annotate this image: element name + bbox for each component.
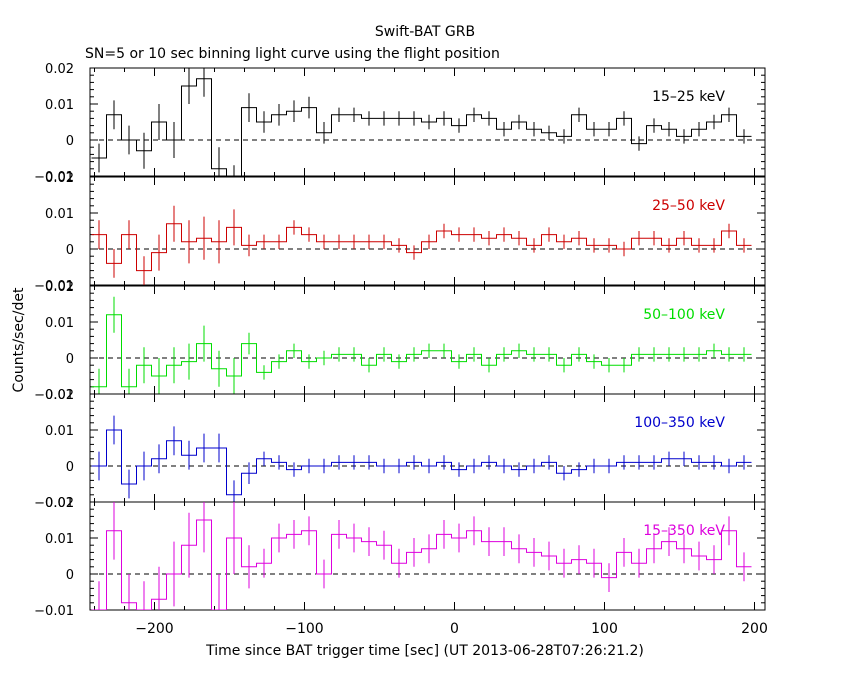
y-tick-label: 0 [66, 460, 74, 475]
series-step-line [91, 519, 752, 610]
series-label: 25–50 keV [652, 198, 725, 214]
chart-subtitle: SN=5 or 10 sec binning light curve using… [85, 46, 500, 62]
y-tick-label: 0.02 [45, 280, 74, 295]
y-tick-label: −0.01 [34, 496, 74, 511]
series-label: 100–350 keV [634, 415, 725, 431]
y-tick-label: 0.02 [45, 388, 74, 403]
y-tick-label: 0 [66, 568, 74, 583]
y-tick-label: 0 [66, 243, 74, 258]
series-step-line [91, 314, 752, 388]
series-data [91, 296, 752, 394]
y-tick-label: 0 [66, 134, 74, 149]
series-data [91, 68, 752, 176]
panel-frame [89, 176, 766, 286]
panel-1: −0.01 0 0.01 0.02 15–25 keV [34, 62, 766, 185]
y-tick-label: 0.02 [45, 496, 74, 511]
series-step-line [91, 429, 752, 496]
y-tick-label: 0.01 [45, 424, 74, 439]
y-tick-label: −0.01 [34, 388, 74, 403]
y-tick-label: −0.01 [34, 279, 74, 294]
series-label: 50–100 keV [643, 307, 725, 323]
series-step-line [91, 223, 752, 272]
panel-3: −0.01 0 0.01 0.02 50–100 keV [34, 280, 766, 403]
x-tick-label: 100 [591, 621, 618, 637]
series-step-line [91, 78, 752, 176]
x-tick-label: −200 [135, 621, 173, 637]
panel-frame [89, 285, 766, 395]
y-tick-label: −0.01 [34, 170, 74, 185]
series-label: 15–25 keV [652, 89, 725, 105]
y-tick-label: 0.02 [45, 62, 74, 77]
x-tick-label: −100 [285, 621, 323, 637]
panel-frame [89, 501, 766, 611]
y-tick-label: 0 [66, 352, 74, 367]
y-tick-label: 0.02 [45, 171, 74, 186]
panel-4: −0.01 0 0.01 0.02 100–350 keV [34, 388, 766, 511]
chart-title: Swift-BAT GRB [375, 24, 475, 40]
y-tick-label: 0.01 [45, 316, 74, 331]
panel-2: −0.01 0 0.01 0.02 25–50 keV [34, 171, 766, 294]
y-tick-label: 0.01 [45, 207, 74, 222]
y-tick-label: 0.01 [45, 98, 74, 113]
x-axis-label: Time since BAT trigger time [sec] (UT 20… [205, 643, 644, 659]
x-tick-label: 200 [741, 621, 768, 637]
y-tick-label: 0.01 [45, 532, 74, 547]
series-data [91, 205, 752, 285]
series-data [91, 415, 752, 502]
panel-5: −0.01 0 0.01 0.02 15–350 keV −200 −100 0 100 200 [34, 496, 768, 637]
series-data [91, 502, 752, 610]
panel-frame [89, 393, 766, 503]
panels: −0.01 0 0.01 0.02 15–25 keV −0.01 0 0.01 0.02 25–… [34, 62, 768, 637]
y-tick-label: −0.01 [34, 604, 74, 619]
series-label: 15–350 keV [643, 523, 725, 539]
x-tick-label: 0 [450, 621, 459, 637]
y-axis-label: Counts/sec/det [11, 287, 27, 392]
panel-frame [89, 67, 766, 177]
